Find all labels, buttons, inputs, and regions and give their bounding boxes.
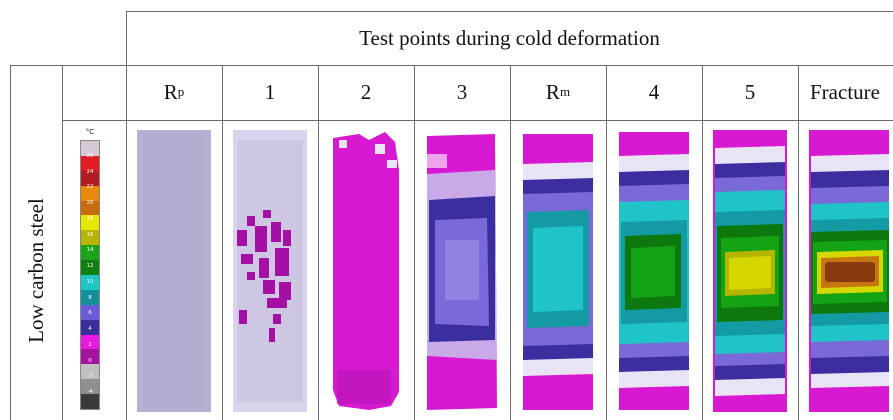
scale-color-segment <box>81 215 99 231</box>
scale-color-segment <box>81 230 99 246</box>
scale-tick-label: 4 <box>88 326 92 333</box>
scale-tick-label: 22 <box>86 184 94 191</box>
divider-col-2 <box>318 65 319 420</box>
thermogram-fracture <box>809 130 889 412</box>
scale-tick-label: 0 <box>88 357 92 364</box>
temperature-color-scale: °C 26 24 22 20 18 16 14 12 10 8 6 4 2 0 -2 -4 <box>78 128 102 412</box>
divider-col-3 <box>414 65 415 420</box>
column-header-2: 2 <box>360 79 372 104</box>
scale-tick-label: 16 <box>86 231 94 238</box>
scale-tick-label: 26 <box>86 152 94 159</box>
scale-color-segment <box>81 289 99 305</box>
divider-rowlabel <box>62 65 63 420</box>
divider-legend <box>126 11 127 420</box>
scale-color-segment <box>81 364 99 380</box>
scale-color-segment <box>81 304 99 320</box>
scale-tick-label: 14 <box>86 247 94 254</box>
table-title: Test points during cold deformation <box>359 26 660 50</box>
scale-tick-label: 18 <box>86 215 94 222</box>
scale-color-segment <box>81 334 99 350</box>
thermogram-5 <box>713 130 787 412</box>
scale-unit: °C <box>85 128 95 136</box>
column-header-3: 3 <box>456 79 468 104</box>
thermogram-3 <box>425 130 499 412</box>
column-header-4: 4 <box>648 79 660 104</box>
row-top-line <box>10 65 127 66</box>
scale-color-segment <box>81 185 99 201</box>
scale-color-segment <box>81 275 99 290</box>
scale-color-segment <box>81 170 99 186</box>
scale-color-segment <box>81 349 99 365</box>
row-label: Low carbon steel <box>23 197 48 343</box>
scale-tick-label: -4 <box>87 389 93 396</box>
left-border <box>10 65 11 420</box>
header-bottom-line <box>126 65 893 66</box>
scale-tick-label: 6 <box>88 310 92 317</box>
column-header-5: 5 <box>744 79 756 104</box>
divider-col-4 <box>510 65 511 420</box>
scale-tick-label: 24 <box>86 168 94 175</box>
thermogram-4 <box>617 130 691 412</box>
column-header-bottom-line <box>63 120 893 121</box>
thermogram-rm <box>521 130 595 412</box>
scale-tick-label: 2 <box>88 341 92 348</box>
scale-color-segment <box>81 379 99 395</box>
thermogram-1 <box>233 130 307 412</box>
header-top-line <box>126 11 893 12</box>
scale-tick-label: -2 <box>87 373 93 380</box>
scale-tick-label: 12 <box>86 263 94 270</box>
scale-color-segment <box>81 319 99 335</box>
scale-bar: 26 24 22 20 18 16 14 12 10 8 6 4 2 0 -2 -4 <box>80 140 100 410</box>
scale-color-segment <box>81 141 99 156</box>
thermogram-2 <box>329 130 403 412</box>
divider-col-5 <box>606 65 607 420</box>
scale-tick-label: 8 <box>88 294 92 301</box>
divider-col-1 <box>222 65 223 420</box>
scale-color-segment <box>81 155 99 171</box>
scale-color-segment <box>81 260 99 276</box>
scale-color-segment <box>81 394 99 410</box>
column-header-1: 1 <box>264 79 276 104</box>
scale-color-segment <box>81 200 99 216</box>
scale-tick-label: 20 <box>86 200 94 207</box>
scale-color-segment <box>81 245 99 261</box>
divider-col-7 <box>798 65 799 420</box>
thermogram-rp <box>137 130 211 412</box>
column-header-fracture: Fracture <box>810 79 880 104</box>
scale-tick-label: 10 <box>86 278 94 285</box>
divider-col-6 <box>702 65 703 420</box>
